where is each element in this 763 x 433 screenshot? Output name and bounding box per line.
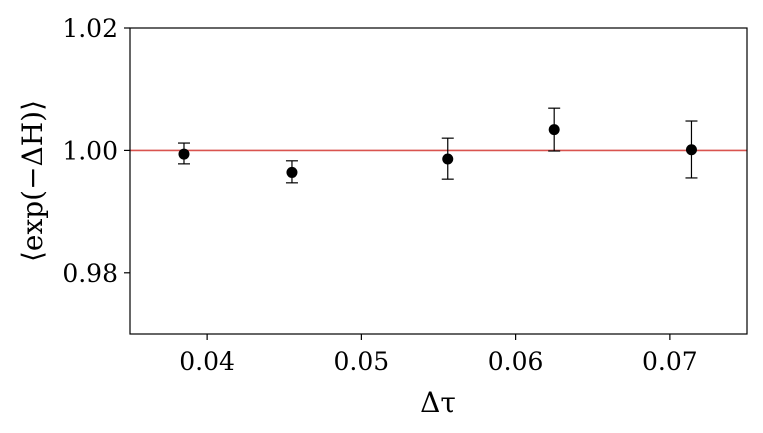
x-tick-label: 0.05 (334, 347, 390, 376)
data-point (286, 166, 298, 178)
data-point-group (177, 142, 190, 165)
plot-content (130, 107, 747, 184)
y-axis: 0.98 1.00 1.02 (62, 14, 130, 288)
data-point (178, 148, 190, 160)
data-point-group (441, 137, 454, 180)
y-tick-label: 1.02 (62, 14, 118, 43)
x-axis-label: Δτ (420, 386, 456, 419)
y-tick-label: 0.98 (62, 259, 118, 288)
data-point (685, 144, 697, 156)
data-point-group (548, 107, 561, 152)
data-point (442, 153, 454, 165)
x-tick-label: 0.04 (179, 347, 235, 376)
data-point (548, 124, 560, 136)
x-axis: 0.04 0.05 0.06 0.07 (179, 334, 698, 376)
x-tick-label: 0.06 (488, 347, 544, 376)
x-tick-label: 0.07 (642, 347, 698, 376)
y-tick-label: 1.00 (62, 136, 118, 165)
data-point-group (285, 160, 298, 184)
y-axis-label: ⟨exp(−ΔH)⟩ (16, 100, 49, 262)
plot-frame (129, 27, 748, 335)
data-point-group (685, 120, 698, 179)
